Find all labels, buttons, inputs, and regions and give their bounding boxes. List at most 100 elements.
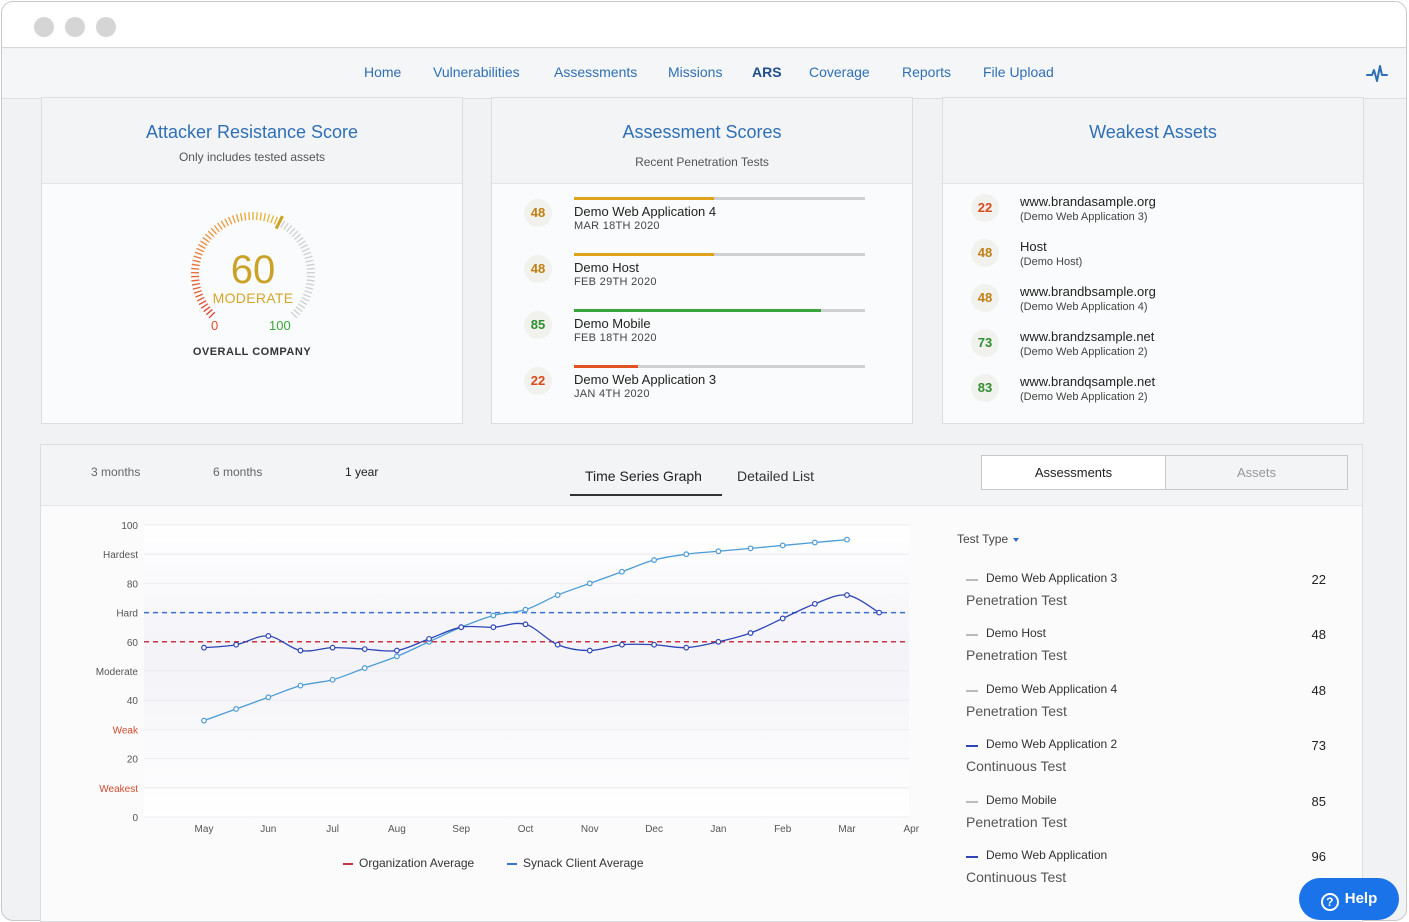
score-badge: 48 bbox=[524, 199, 552, 227]
data-point bbox=[779, 542, 786, 549]
gauge-tick bbox=[192, 259, 201, 263]
score-bar-fill bbox=[574, 253, 714, 256]
series-line-icon bbox=[966, 856, 978, 858]
gauge-tick bbox=[213, 225, 220, 233]
nav-assessments[interactable]: Assessments bbox=[554, 64, 638, 80]
nav-file-upload[interactable]: File Upload bbox=[983, 64, 1054, 80]
ars-gauge: 60 MODERATE 0 100 bbox=[182, 208, 324, 338]
data-point bbox=[651, 557, 657, 563]
data-point bbox=[683, 551, 690, 558]
assessment-scores-card: Assessment Scores Recent Penetration Tes… bbox=[491, 97, 913, 424]
range-1-year[interactable]: 1 year bbox=[345, 465, 379, 479]
assessment-row[interactable]: 48 Demo Host FEB 29TH 2020 bbox=[492, 253, 912, 309]
nav-coverage[interactable]: Coverage bbox=[809, 64, 870, 80]
asset-row[interactable]: 73 www.brandzsample.net (Demo Web Applic… bbox=[943, 329, 1363, 374]
nav-reports[interactable]: Reports bbox=[902, 64, 952, 80]
asset-row[interactable]: 48 Host (Demo Host) bbox=[943, 239, 1363, 284]
y-tick-label: 100 bbox=[121, 521, 138, 532]
x-tick-label: Jun bbox=[260, 824, 276, 835]
window-close-button[interactable] bbox=[34, 17, 54, 37]
gauge-tick bbox=[228, 216, 233, 225]
test-score: 73 bbox=[1311, 738, 1326, 753]
gauge-tick bbox=[255, 212, 258, 221]
score-bar-fill bbox=[574, 197, 714, 200]
range-6-months[interactable]: 6 months bbox=[213, 465, 263, 479]
data-point bbox=[329, 644, 336, 651]
toggle-assessments[interactable]: Assessments bbox=[981, 455, 1166, 490]
window-minimize-button[interactable] bbox=[65, 17, 85, 37]
data-point bbox=[554, 641, 561, 648]
gauge-marker bbox=[274, 215, 284, 230]
asset-score-badge: 48 bbox=[971, 239, 999, 267]
gauge-tick bbox=[259, 212, 262, 221]
data-point bbox=[651, 641, 657, 648]
gauge-tick bbox=[191, 263, 200, 267]
score-bar bbox=[574, 365, 865, 368]
assessment-scores-subtitle: Recent Penetration Tests bbox=[635, 155, 769, 169]
asset-name: Host bbox=[1020, 239, 1047, 254]
assessment-row[interactable]: 48 Demo Web Application 4 MAR 18TH 2020 bbox=[492, 197, 912, 253]
test-type: Continuous Test bbox=[966, 758, 1067, 774]
asset-name: www.brandzsample.net bbox=[1020, 329, 1155, 344]
score-bar-fill bbox=[574, 309, 822, 312]
window-maximize-button[interactable] bbox=[96, 17, 116, 37]
data-point bbox=[394, 653, 400, 660]
range-3-months[interactable]: 3 months bbox=[91, 465, 141, 479]
test-list-item[interactable]: Demo Web Application 2 Continuous Test 7… bbox=[966, 737, 1326, 787]
data-point bbox=[619, 568, 625, 575]
test-score: 85 bbox=[1311, 794, 1326, 809]
asset-application: (Demo Web Application 4) bbox=[1020, 301, 1148, 313]
test-list-item[interactable]: Demo Mobile Penetration Test 85 bbox=[966, 793, 1326, 843]
tab-time-series-graph[interactable]: Time Series Graph bbox=[585, 468, 702, 484]
gauge-tick bbox=[191, 283, 200, 286]
data-point bbox=[779, 615, 786, 622]
asset-row[interactable]: 48 www.brandbsample.org (Demo Web Applic… bbox=[943, 284, 1363, 329]
test-score: 96 bbox=[1311, 849, 1326, 864]
filter-label: Test Type bbox=[957, 532, 1009, 546]
test-type: Penetration Test bbox=[966, 647, 1067, 663]
data-point bbox=[586, 580, 593, 587]
gauge-score: 60 bbox=[230, 248, 276, 292]
assessment-row[interactable]: 22 Demo Web Application 3 JAN 4TH 2020 bbox=[492, 365, 912, 421]
data-point bbox=[265, 694, 272, 701]
x-tick-label: Oct bbox=[518, 824, 534, 835]
x-tick-label: Jan bbox=[710, 824, 726, 835]
test-list-item[interactable]: Demo Web Application Continuous Test 96 bbox=[966, 848, 1326, 898]
gauge-tick bbox=[283, 222, 289, 230]
nav-home[interactable]: Home bbox=[364, 64, 402, 80]
asset-score-badge: 83 bbox=[971, 374, 999, 402]
gauge-arc bbox=[191, 212, 315, 319]
asset-application: (Demo Web Application 2) bbox=[1020, 346, 1148, 358]
activity-pulse-icon[interactable] bbox=[1366, 63, 1388, 85]
asset-application: (Demo Web Application 2) bbox=[1020, 391, 1148, 403]
nav-missions[interactable]: Missions bbox=[668, 64, 723, 80]
gauge-tick bbox=[205, 309, 213, 316]
toggle-assets[interactable]: Assets bbox=[1165, 455, 1348, 490]
gauge-tick bbox=[203, 306, 211, 313]
test-list-item[interactable]: Demo Web Application 4 Penetration Test … bbox=[966, 682, 1326, 732]
gauge-tick bbox=[270, 215, 275, 224]
asset-row[interactable]: 83 www.brandqsample.net (Demo Web Applic… bbox=[943, 374, 1363, 419]
ars-card: Attacker Resistance Score Only includes … bbox=[41, 97, 463, 424]
gauge-tick bbox=[224, 218, 230, 227]
test-type: Penetration Test bbox=[966, 703, 1067, 719]
gauge-tick bbox=[191, 279, 200, 282]
data-point bbox=[715, 548, 722, 555]
gauge-tick bbox=[200, 240, 208, 246]
test-list-item[interactable]: Demo Host Penetration Test 48 bbox=[966, 626, 1326, 676]
help-button[interactable]: ? Help bbox=[1299, 878, 1399, 920]
data-point bbox=[747, 630, 754, 636]
nav-ars[interactable]: ARS bbox=[752, 64, 782, 80]
assessment-row[interactable]: 85 Demo Mobile FEB 18TH 2020 bbox=[492, 309, 912, 365]
data-point bbox=[490, 624, 497, 631]
tab-detailed-list[interactable]: Detailed List bbox=[737, 468, 815, 484]
asset-row[interactable]: 22 www.brandasample.org (Demo Web Applic… bbox=[943, 194, 1363, 239]
gauge-tick bbox=[306, 263, 315, 267]
gauge-tick bbox=[263, 213, 267, 222]
gauge-tick bbox=[235, 214, 240, 223]
test-name: Demo Mobile bbox=[986, 793, 1057, 807]
test-list-item[interactable]: Demo Web Application 3 Penetration Test … bbox=[966, 571, 1326, 621]
nav-vulnerabilities[interactable]: Vulnerabilities bbox=[433, 64, 520, 80]
data-point bbox=[426, 635, 432, 642]
test-type-filter[interactable]: Test Type bbox=[957, 532, 1020, 546]
